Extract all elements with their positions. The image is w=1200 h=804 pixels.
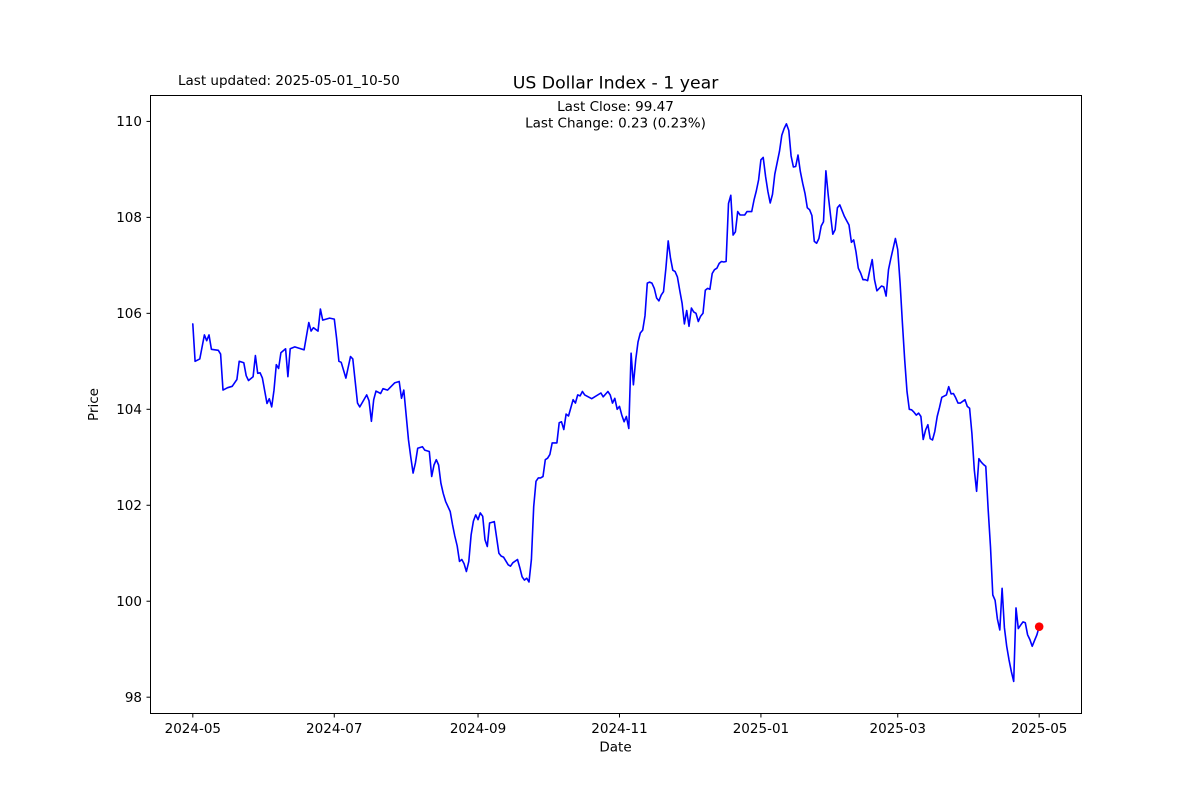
last-close-marker xyxy=(1034,622,1044,631)
annotation-last-close: Last Close: 99.47 xyxy=(557,99,674,115)
y-tick-label: 108 xyxy=(116,210,142,226)
y-tick-label: 100 xyxy=(116,594,142,610)
annotation-last-change: Last Change: 0.23 (0.23%) xyxy=(525,116,706,132)
x-tick-label: 2025-05 xyxy=(1011,721,1067,737)
last-updated-label: Last updated: 2025-05-01_10-50 xyxy=(178,73,400,89)
x-tick-label: 2024-09 xyxy=(450,721,506,737)
price-line xyxy=(192,123,1040,683)
plot-border xyxy=(150,95,1082,714)
plot-area: 98 100 102 104 106 108 110 2024-05 2024-07 2024-0… xyxy=(116,95,1082,737)
x-axis-label: Date xyxy=(599,740,631,756)
x-tick-label: 2024-11 xyxy=(591,721,647,737)
y-tick-label: 110 xyxy=(116,114,142,130)
x-tick-label: 2025-01 xyxy=(733,721,789,737)
y-tick-label: 98 xyxy=(125,690,142,706)
x-tick-label: 2024-07 xyxy=(306,721,362,737)
x-tick-label: 2025-03 xyxy=(870,721,926,737)
y-tick-label: 102 xyxy=(116,498,142,514)
y-axis-label: Price xyxy=(86,388,102,421)
chart-title: US Dollar Index - 1 year xyxy=(513,74,720,94)
y-tick-label: 106 xyxy=(116,306,142,322)
y-tick-label: 104 xyxy=(116,402,142,418)
x-tick-label: 2024-05 xyxy=(165,721,221,737)
